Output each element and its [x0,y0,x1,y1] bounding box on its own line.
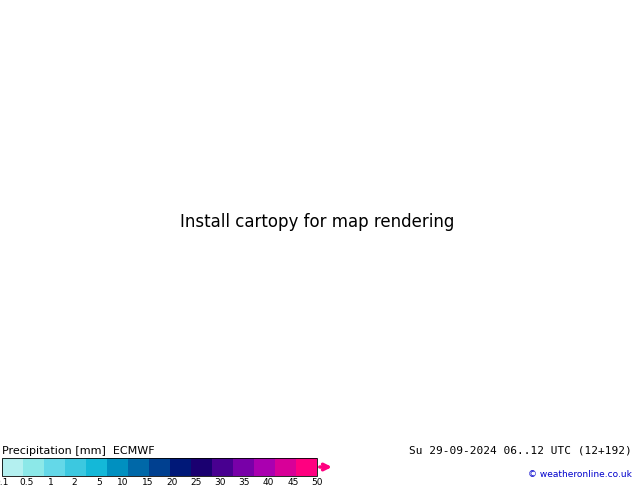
Text: 30: 30 [214,478,226,487]
Bar [23,458,44,476]
Bar [296,458,317,476]
Bar [128,458,149,476]
Text: 0.1: 0.1 [0,478,9,487]
Text: 20: 20 [166,478,178,487]
Text: 50: 50 [311,478,323,487]
Text: 15: 15 [141,478,153,487]
Bar [254,458,275,476]
Bar [2,458,317,476]
Text: 45: 45 [287,478,299,487]
Text: 40: 40 [263,478,275,487]
Bar [275,458,296,476]
Text: 1: 1 [48,478,53,487]
Bar [44,458,65,476]
Bar [107,458,128,476]
Text: Su 29-09-2024 06..12 UTC (12+192): Su 29-09-2024 06..12 UTC (12+192) [410,446,632,456]
Bar [2,458,23,476]
Bar [149,458,170,476]
Text: Precipitation [mm]  ECMWF: Precipitation [mm] ECMWF [2,446,155,456]
Bar [86,458,107,476]
Text: Install cartopy for map rendering: Install cartopy for map rendering [180,214,454,231]
Text: 10: 10 [117,478,129,487]
Text: 2: 2 [72,478,77,487]
Text: 0.5: 0.5 [19,478,34,487]
Bar [212,458,233,476]
Bar [65,458,86,476]
Text: 5: 5 [96,478,101,487]
Bar [191,458,212,476]
Bar [170,458,191,476]
Text: 35: 35 [238,478,250,487]
Text: © weatheronline.co.uk: © weatheronline.co.uk [528,470,632,479]
Bar [233,458,254,476]
Text: 25: 25 [190,478,202,487]
